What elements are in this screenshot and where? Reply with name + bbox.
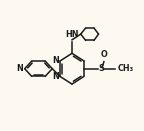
Text: N: N (17, 64, 23, 73)
Text: N: N (52, 72, 59, 81)
Text: CH₃: CH₃ (117, 64, 133, 73)
Text: HN: HN (65, 30, 79, 39)
Text: N: N (52, 56, 59, 65)
Text: O: O (101, 50, 108, 59)
Text: S: S (98, 64, 104, 73)
